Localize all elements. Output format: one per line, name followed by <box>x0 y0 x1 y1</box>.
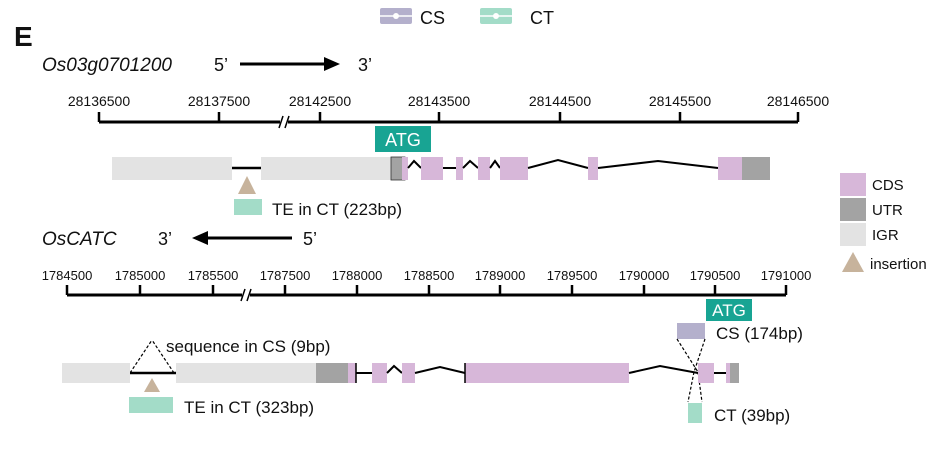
gene2-axis: 1784500 1785000 1785500 1787500 1788000 … <box>42 268 812 302</box>
gene1-header: Os03g0701200 5’ 3’ <box>42 55 372 76</box>
gene1-name: Os03g0701200 <box>42 55 172 76</box>
gene1-cds <box>421 157 443 180</box>
gene1-cds <box>456 157 463 180</box>
gene2-igr-left <box>62 363 130 383</box>
gene2-utr-3 <box>316 363 348 383</box>
gene2-structure <box>62 363 739 383</box>
gene2-tick-label: 1784500 <box>42 268 93 283</box>
gene1-tick-label: 28143500 <box>408 93 471 109</box>
gene2-te-label: TE in CT (323bp) <box>184 398 314 417</box>
legend-utr-label: UTR <box>872 202 903 219</box>
legend-ct-label: CT <box>530 8 554 28</box>
gene2-te-block <box>129 397 173 413</box>
legend-cs-label: CS <box>420 8 445 28</box>
gene1-tick-label: 28142500 <box>289 93 352 109</box>
gene2-tick-label: 1788500 <box>404 268 455 283</box>
gene2-cs-seq-label: sequence in CS (9bp) <box>166 337 330 356</box>
gene2-tick-label: 1790000 <box>619 268 670 283</box>
gene2-ct-block <box>688 403 702 423</box>
legend-cs: CS <box>380 8 445 28</box>
gene1-cds <box>478 157 490 180</box>
right-legend: CDS UTR IGR insertion <box>840 173 927 273</box>
gene2-cs-label: CS (174bp) <box>716 324 803 343</box>
legend-cds-swatch <box>840 173 866 196</box>
gene1-axis: 28136500 28137500 28142500 28143500 2814… <box>68 93 830 129</box>
gene2-insertion-icon <box>144 378 160 392</box>
panel-label: E <box>14 21 33 52</box>
gene2-cds <box>372 363 387 383</box>
gene1-cds <box>588 157 598 180</box>
gene1-igr-left <box>112 157 232 180</box>
gene1-te-block <box>234 199 262 215</box>
legend-insertion-icon <box>842 252 864 272</box>
gene1-cds <box>402 157 408 180</box>
gene2-cs-block <box>677 323 705 339</box>
gene1-igr-right <box>261 157 391 180</box>
gene2-igr-right <box>176 363 316 383</box>
gene1-te-label: TE in CT (223bp) <box>272 200 402 219</box>
gene1-tick-label: 28145500 <box>649 93 712 109</box>
gene2-5prime: 5’ <box>303 229 317 249</box>
gene2-tick-label: 1790500 <box>690 268 741 283</box>
top-legend: CS CT <box>380 8 554 28</box>
gene1-tick-label: 28144500 <box>529 93 592 109</box>
gene1-cds <box>718 157 742 180</box>
gene2-header: OsCATC 3’ 5’ <box>42 229 317 250</box>
gene1-3prime: 3’ <box>358 55 372 75</box>
gene2-utr-5 <box>730 363 739 383</box>
legend-cds-label: CDS <box>872 177 904 194</box>
gene1-tick-label: 28136500 <box>68 93 131 109</box>
gene1-tick-label: 28137500 <box>188 93 251 109</box>
gene1-atg-marker: ATG <box>375 126 431 152</box>
gene2-tick-label: 1787500 <box>260 268 311 283</box>
gene2-tick-label: 1785500 <box>188 268 239 283</box>
gene2-cds <box>465 363 629 383</box>
legend-igr-swatch <box>840 223 866 246</box>
gene2-tick-label: 1789000 <box>475 268 526 283</box>
gene2-tick-label: 1791000 <box>761 268 812 283</box>
gene2-tick-label: 1789500 <box>547 268 598 283</box>
gene2-tick-label: 1788000 <box>332 268 383 283</box>
gene2-atg-label: ATG <box>712 301 746 320</box>
gene2-cds <box>402 363 415 383</box>
legend-ct: CT <box>480 8 554 28</box>
gene2-tick-label: 1785000 <box>115 268 166 283</box>
gene2-direction-arrow <box>192 231 208 245</box>
gene2-3prime: 3’ <box>158 229 172 249</box>
gene2-name: OsCATC <box>42 229 117 250</box>
gene2-cds <box>698 363 714 383</box>
gene1-cds <box>500 157 528 180</box>
legend-insertion-label: insertion <box>870 256 927 273</box>
gene1-insertion-icon <box>238 176 256 194</box>
gene2-cds <box>726 363 730 383</box>
gene1-structure <box>112 156 770 181</box>
gene2-ct-label: CT (39bp) <box>714 406 790 425</box>
gene2-cds <box>348 363 356 383</box>
legend-utr-swatch <box>840 198 866 221</box>
gene1-5prime: 5’ <box>214 55 228 75</box>
gene1-atg-label: ATG <box>385 130 421 150</box>
gene2-atg-marker: ATG <box>706 299 752 321</box>
gene1-utr-3 <box>742 157 770 180</box>
legend-igr-label: IGR <box>872 227 899 244</box>
gene2-cs-seq-dash <box>129 339 153 374</box>
gene1-tick-label: 28146500 <box>767 93 830 109</box>
